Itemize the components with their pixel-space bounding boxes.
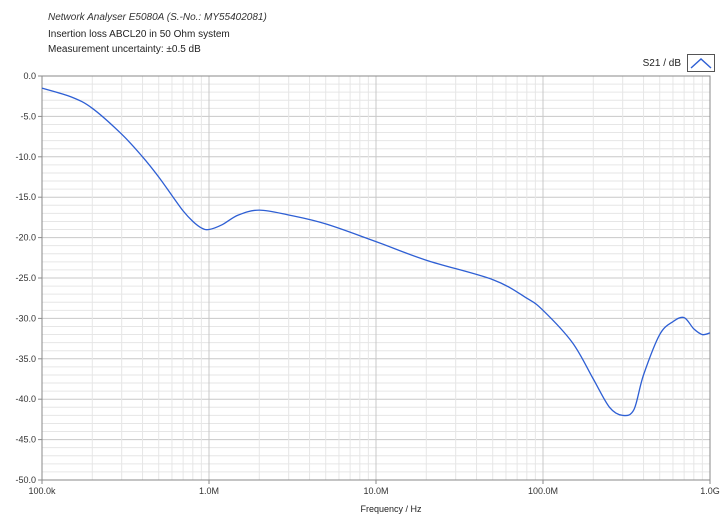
series-line-s21 — [41, 87, 711, 417]
legend-label: S21 / dB — [642, 57, 681, 69]
plot-grid — [41, 75, 710, 481]
legend: S21 / dB — [643, 54, 715, 72]
legend-swatch — [687, 54, 715, 72]
instrument-label: Network Analyser E5080A (S.-No.: MY55402… — [48, 12, 267, 23]
y-tick-label: -30.0 — [15, 313, 36, 323]
x-tick-label: 1.0G — [700, 486, 720, 496]
y-tick-label: -25.0 — [15, 273, 36, 283]
y-tick-label: 0.0 — [23, 71, 36, 81]
x-tick-label: 1.0M — [199, 486, 219, 496]
uncertainty-label: Measurement uncertainty: ±0.5 dB — [48, 44, 201, 55]
y-tick-label: -10.0 — [15, 152, 36, 162]
y-tick-label: -40.0 — [15, 394, 36, 404]
x-axis: 100.0k 1.0M 10.0M 100.0M 1.0G — [28, 480, 720, 496]
y-tick-label: -20.0 — [15, 233, 36, 243]
x-tick-label: 100.0k — [28, 486, 56, 496]
x-tick-label: 10.0M — [363, 486, 388, 496]
y-axis: 0.0 -5.0 -10.0 -15.0 -20.0 -25.0 -30.0 -35.0 -40… — [15, 71, 42, 485]
x-tick-label: 100.0M — [528, 486, 558, 496]
chart-title: Insertion loss ABCL20 in 50 Ohm system — [48, 29, 230, 40]
y-tick-label: -15.0 — [15, 192, 36, 202]
y-tick-label: -5.0 — [20, 111, 36, 121]
y-tick-label: -45.0 — [15, 435, 36, 445]
y-tick-label: -50.0 — [15, 475, 36, 485]
y-tick-label: -35.0 — [15, 354, 36, 364]
x-axis-label: Frequency / Hz — [360, 504, 422, 514]
